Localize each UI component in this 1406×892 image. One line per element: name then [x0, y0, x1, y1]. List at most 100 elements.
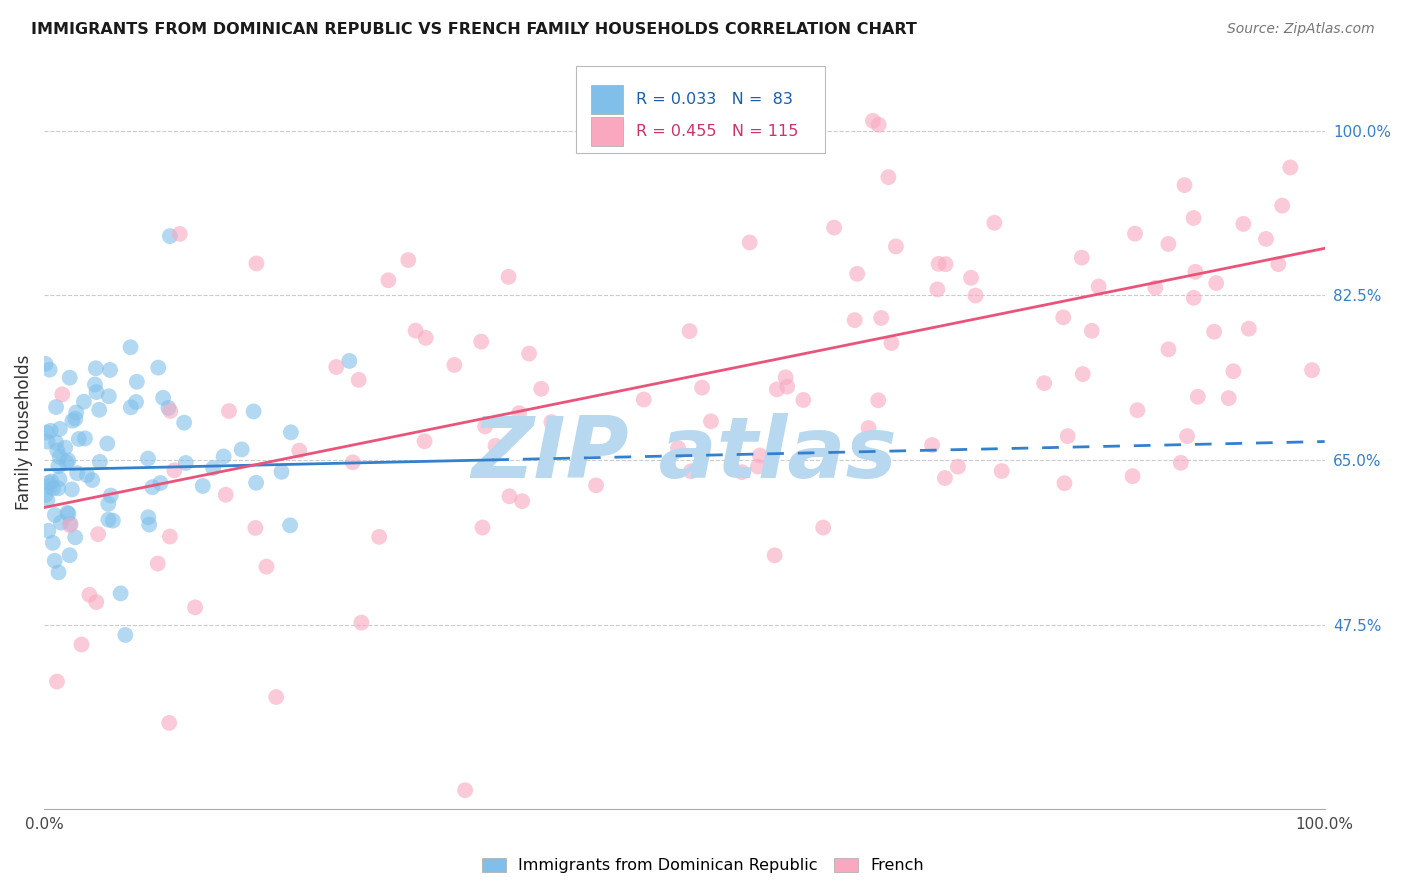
Point: [184, 600, 207, 615]
Legend: Immigrants from Dominican Republic, French: Immigrants from Dominican Republic, Fren…: [475, 851, 931, 880]
Point: [474, 419, 496, 434]
Point: [159, 229, 181, 244]
Point: [51, 387, 73, 401]
Text: R = 0.033   N =  83: R = 0.033 N = 83: [636, 92, 793, 107]
Point: [633, 392, 655, 407]
Point: [48, 566, 70, 580]
Point: [46, 674, 69, 689]
Point: [48, 472, 70, 486]
Point: [1157, 236, 1180, 251]
Point: [245, 521, 267, 535]
Point: [540, 415, 562, 429]
Point: [776, 380, 799, 394]
Point: [1267, 257, 1289, 271]
Point: [280, 425, 302, 440]
Point: [39, 424, 62, 438]
Point: [37, 493, 59, 508]
Point: [1071, 367, 1094, 381]
Point: [498, 269, 520, 284]
Point: [84, 377, 107, 392]
Point: [1081, 324, 1104, 338]
Point: [245, 256, 267, 270]
Point: [990, 464, 1012, 478]
Point: [868, 118, 890, 132]
Point: [350, 615, 373, 630]
Point: [870, 310, 893, 325]
Point: [146, 557, 169, 571]
Point: [396, 253, 419, 268]
Point: [34, 357, 56, 371]
Point: [337, 354, 360, 368]
Point: [56, 506, 79, 520]
Point: [678, 324, 700, 338]
Point: [101, 514, 124, 528]
Point: [921, 438, 943, 452]
Point: [125, 375, 148, 389]
Point: [471, 520, 494, 534]
Point: [59, 370, 82, 384]
Point: [927, 282, 949, 296]
Point: [1254, 232, 1277, 246]
Point: [218, 404, 240, 418]
Text: ZIP atlas: ZIP atlas: [471, 413, 897, 496]
Point: [278, 518, 301, 533]
Point: [846, 267, 869, 281]
Point: [405, 324, 427, 338]
Point: [46, 443, 69, 458]
Point: [169, 227, 191, 241]
Point: [73, 394, 96, 409]
Point: [45, 400, 67, 414]
Point: [1144, 281, 1167, 295]
Point: [700, 414, 723, 428]
Point: [1033, 376, 1056, 391]
Point: [70, 638, 93, 652]
Point: [443, 358, 465, 372]
Point: [763, 549, 786, 563]
Point: [110, 586, 132, 600]
Point: [517, 346, 540, 360]
FancyBboxPatch shape: [591, 117, 623, 145]
Point: [288, 443, 311, 458]
Point: [125, 395, 148, 409]
Text: IMMIGRANTS FROM DOMINICAN REPUBLIC VS FRENCH FAMILY HOUSEHOLDS CORRELATION CHART: IMMIGRANTS FROM DOMINICAN REPUBLIC VS FR…: [31, 22, 917, 37]
Point: [368, 530, 391, 544]
Point: [42, 536, 65, 550]
Point: [1271, 199, 1294, 213]
Point: [97, 513, 120, 527]
Point: [138, 517, 160, 532]
Point: [960, 270, 983, 285]
Point: [98, 363, 121, 377]
Point: [66, 466, 89, 480]
Point: [1157, 343, 1180, 357]
Point: [484, 439, 506, 453]
Point: [731, 465, 754, 479]
Point: [877, 170, 900, 185]
Point: [159, 529, 181, 543]
Point: [97, 389, 120, 403]
Point: [55, 455, 77, 469]
Point: [1056, 429, 1078, 443]
Y-axis label: Family Households: Family Households: [15, 354, 32, 510]
FancyBboxPatch shape: [591, 85, 623, 113]
Point: [65, 405, 87, 419]
Point: [231, 442, 253, 457]
Point: [508, 406, 530, 420]
Point: [510, 494, 533, 508]
Point: [38, 475, 60, 490]
Point: [862, 113, 884, 128]
Point: [59, 518, 82, 533]
Point: [120, 401, 142, 415]
Point: [63, 530, 86, 544]
Point: [666, 441, 689, 455]
Point: [1052, 310, 1074, 325]
Point: [1070, 251, 1092, 265]
Point: [45, 435, 67, 450]
Point: [59, 516, 82, 531]
Point: [38, 362, 60, 376]
Point: [141, 480, 163, 494]
Point: [44, 554, 66, 568]
Point: [157, 715, 180, 730]
Point: [157, 401, 180, 415]
Point: [202, 461, 225, 475]
Point: [1232, 217, 1254, 231]
